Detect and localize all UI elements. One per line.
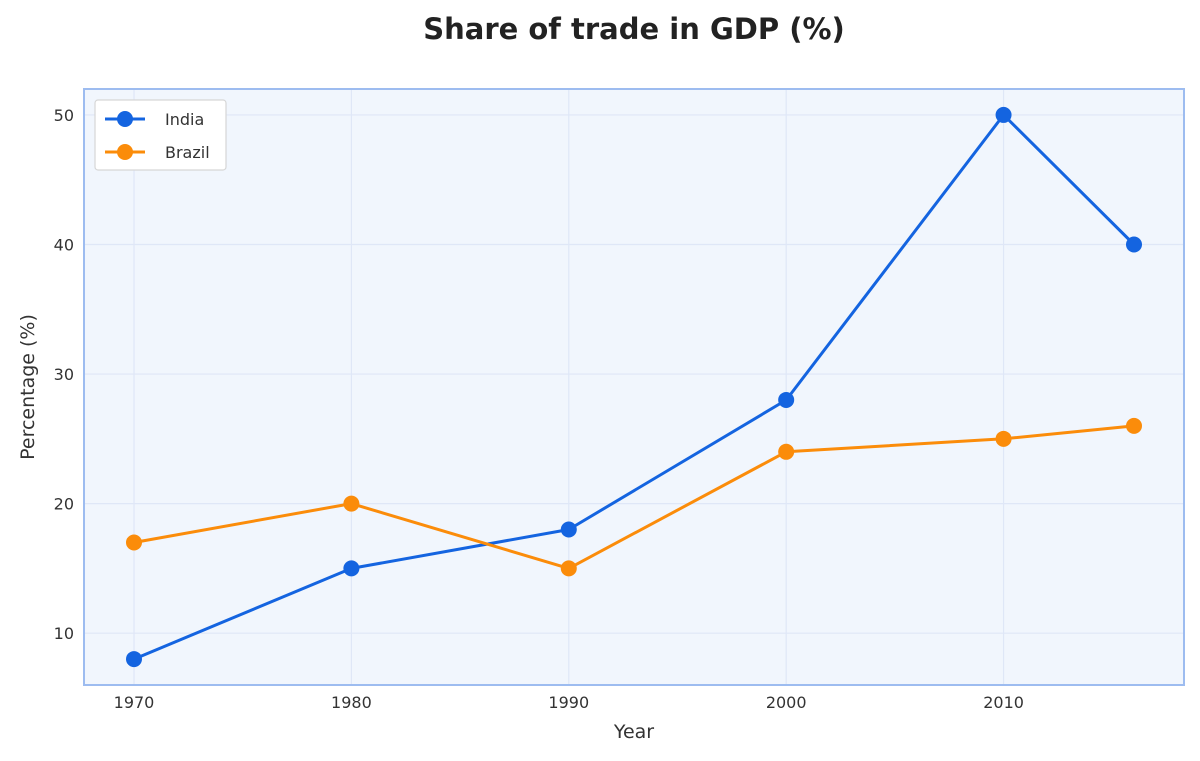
series-brazil	[126, 417, 1142, 577]
plot-border	[83, 88, 1185, 686]
legend-item: India	[105, 110, 204, 129]
x-axis-title: Year	[613, 721, 654, 743]
y-tick-label: 30	[54, 365, 74, 384]
series-line	[132, 113, 1136, 661]
legend: India Brazil	[94, 99, 227, 171]
series-layer	[126, 106, 1142, 668]
series-line	[132, 424, 1136, 570]
series-india	[126, 106, 1142, 668]
y-tick-label: 10	[54, 624, 74, 643]
data-point	[778, 443, 795, 460]
data-point	[560, 560, 577, 577]
x-tick-label: 1990	[548, 693, 589, 712]
y-tick-label: 20	[54, 495, 74, 514]
data-point	[995, 430, 1012, 447]
legend-label: Brazil	[165, 143, 210, 162]
legend-item: Brazil	[105, 143, 210, 162]
y-tick-label: 50	[54, 106, 74, 125]
x-tick-label: 2000	[766, 693, 807, 712]
x-tick-label: 1970	[114, 693, 155, 712]
data-point	[1126, 236, 1142, 253]
legend-marker	[117, 144, 133, 160]
data-point	[1126, 417, 1142, 434]
legend-marker	[117, 111, 133, 127]
legend-label: India	[165, 110, 204, 129]
y-tick-label: 40	[54, 235, 74, 254]
x-tick-label: 1980	[331, 693, 372, 712]
data-point	[995, 106, 1012, 123]
data-point	[560, 521, 577, 538]
data-point	[126, 534, 142, 551]
y-axis-title: Percentage (%)	[17, 314, 39, 460]
x-tick-label: 2010	[983, 693, 1024, 712]
chart-title: Share of trade in GDP (%)	[423, 12, 845, 46]
data-point	[126, 651, 142, 668]
data-point	[343, 560, 360, 577]
data-point	[343, 495, 360, 512]
data-point	[778, 391, 795, 408]
plot-area	[84, 89, 1184, 685]
